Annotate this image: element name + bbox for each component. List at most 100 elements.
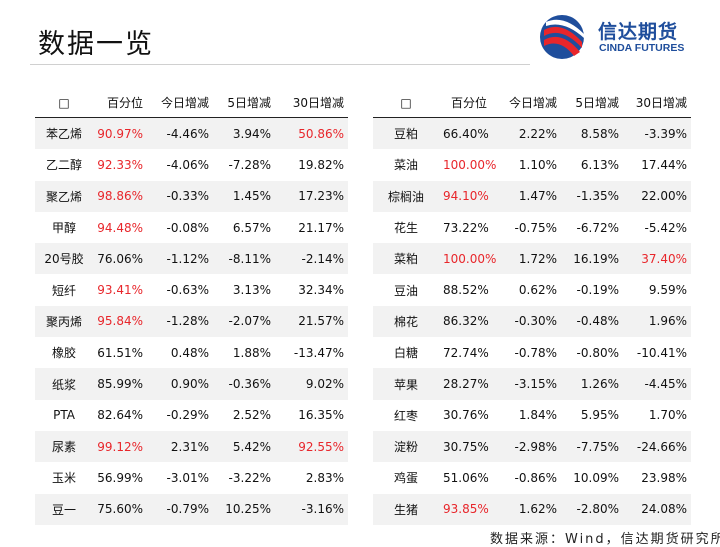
table-row: 淀粉 30.75% -2.98% -7.75% -24.66% (373, 430, 691, 463)
cell: 37.40% (623, 243, 691, 275)
cell: -0.86% (514, 470, 557, 485)
cell: 66.40% (439, 117, 491, 150)
cell: 85.99% (93, 368, 147, 400)
row-label: 淀粉 (373, 430, 439, 463)
cell: 100.00% (439, 243, 496, 275)
column-header: 今日增减 (147, 88, 213, 118)
cell: 24.08% (623, 493, 691, 525)
table-row: 聚丙烯 95.84% -1.28% -2.07% 21.57% (35, 305, 348, 338)
logo-text: 信达期货 (598, 21, 679, 43)
table-row: 棕榈油 94.10% 1.47% -1.35% 22.00% (373, 180, 691, 212)
cell: 1.47% (491, 180, 561, 212)
table-row: 菜粕 100.00% 1.72% 16.19% 37.40% (373, 243, 691, 275)
cell: 5.42% (213, 430, 275, 463)
table-row: 鸡蛋 51.06% -0.86% 10.09% 23.98% (373, 462, 691, 493)
row-label: 乙二醇 (45, 158, 82, 173)
cell: -2.07% (213, 305, 275, 338)
cell: -7.75% (561, 430, 623, 463)
column-header: 30日增减 (623, 88, 691, 118)
data-table: □ 百分位 今日增减 5日增减 30日增减 豆粕 66.40% 2.22% 8.58% -3.39… (373, 88, 691, 525)
table-row: 豆一 75.60% -0.79% 10.25% -3.16% (35, 493, 348, 525)
cell: -3.16% (275, 493, 348, 525)
cell: 1.10% (518, 157, 557, 172)
cell: -0.79% (147, 493, 213, 525)
cell: -0.33% (147, 180, 213, 212)
cell: -0.29% (166, 408, 209, 423)
cell: -3.22% (228, 470, 271, 485)
cell: 1.26% (561, 368, 623, 400)
row-label: 菜粕 (373, 243, 439, 275)
column-header: 百分位 (93, 88, 147, 118)
cell: -8.11% (213, 243, 275, 275)
cell: 6.13% (580, 157, 619, 172)
cell: 21.17% (298, 220, 344, 235)
cell: 10.09% (573, 470, 619, 485)
cell: 1.70% (648, 408, 687, 423)
cell: 3.94% (213, 117, 275, 150)
row-label: 甲醇 (51, 221, 76, 236)
table-row: 玉米 56.99% -3.01% -3.22% 2.83% (35, 462, 348, 493)
cell: 0.48% (170, 345, 209, 360)
source-note: 数据来源：Wind，信达期货研究所 (490, 532, 720, 547)
column-header: 30日增减 (275, 88, 348, 118)
cell: 28.27% (439, 368, 491, 400)
cell: -6.72% (576, 220, 619, 235)
cell: -1.12% (147, 243, 213, 275)
cell: 100.00% (443, 157, 497, 172)
column-header: □ (35, 88, 93, 118)
row-label: 棉花 (373, 305, 439, 338)
cell: 1.96% (623, 305, 691, 338)
cell: 90.97% (93, 117, 147, 150)
cell: 1.84% (518, 408, 557, 423)
cell: -0.30% (491, 305, 561, 338)
cell: 92.33% (97, 157, 143, 172)
row-label: 棕榈油 (373, 180, 439, 212)
cell: 2.83% (305, 470, 344, 485)
table-row: 乙二醇 92.33% -4.06% -7.28% 19.82% (35, 149, 348, 180)
table-row: 苹果 28.27% -3.15% 1.26% -4.45% (373, 368, 691, 400)
cell: 3.13% (232, 283, 271, 298)
cell: 23.98% (641, 470, 687, 485)
cell: -0.36% (213, 368, 275, 400)
cell: 30.75% (439, 430, 491, 463)
cell: -4.46% (147, 117, 213, 150)
cell: 93.41% (97, 283, 143, 298)
table-row: 尿素 99.12% 2.31% 5.42% 92.55% (35, 430, 348, 463)
row-label: 聚乙烯 (35, 180, 93, 212)
cell: 16.19% (561, 243, 623, 275)
cell: -3.01% (166, 470, 209, 485)
cell: 17.23% (275, 180, 348, 212)
row-label: 白糖 (393, 346, 418, 361)
cell: 98.86% (93, 180, 147, 212)
title: 数据一览 (38, 29, 154, 60)
row-label: 花生 (393, 221, 418, 236)
cell: -7.28% (228, 157, 271, 172)
table-row: 甲醇 94.48% -0.08% 6.57% 21.17% (35, 212, 348, 243)
row-label: 豆粕 (373, 117, 439, 150)
cell: -2.80% (561, 493, 623, 525)
cell: -0.78% (514, 345, 557, 360)
row-label: 生猪 (373, 493, 439, 525)
cell: 32.34% (298, 283, 344, 298)
table-row: 20号胶 76.06% -1.12% -8.11% -2.14% (35, 243, 348, 275)
column-header: 百分位 (439, 88, 491, 118)
cell: 10.25% (213, 493, 275, 525)
row-label: 苯乙烯 (35, 117, 93, 150)
logo-subtext: CINDA FUTURES (599, 42, 685, 54)
cell: 22.00% (623, 180, 691, 212)
row-label: 苹果 (373, 368, 439, 400)
cell: 94.48% (97, 220, 143, 235)
cell: 86.32% (439, 305, 491, 338)
column-header: 今日增减 (491, 88, 561, 118)
cell: 73.22% (443, 220, 489, 235)
data-table: □ 百分位 今日增减 5日增减 30日增减 苯乙烯 90.97% -4.46% 3.94% 50.… (35, 88, 348, 525)
cell: -10.41% (636, 345, 687, 360)
cell: 30.76% (443, 408, 489, 423)
cell: 1.62% (491, 493, 561, 525)
logo-icon (540, 15, 584, 59)
cell: 1.45% (213, 180, 275, 212)
table-row: 苯乙烯 90.97% -4.46% 3.94% 50.86% (35, 117, 348, 150)
table-row: 红枣 30.76% 1.84% 5.95% 1.70% (373, 400, 691, 431)
row-label: 鸡蛋 (393, 471, 418, 486)
